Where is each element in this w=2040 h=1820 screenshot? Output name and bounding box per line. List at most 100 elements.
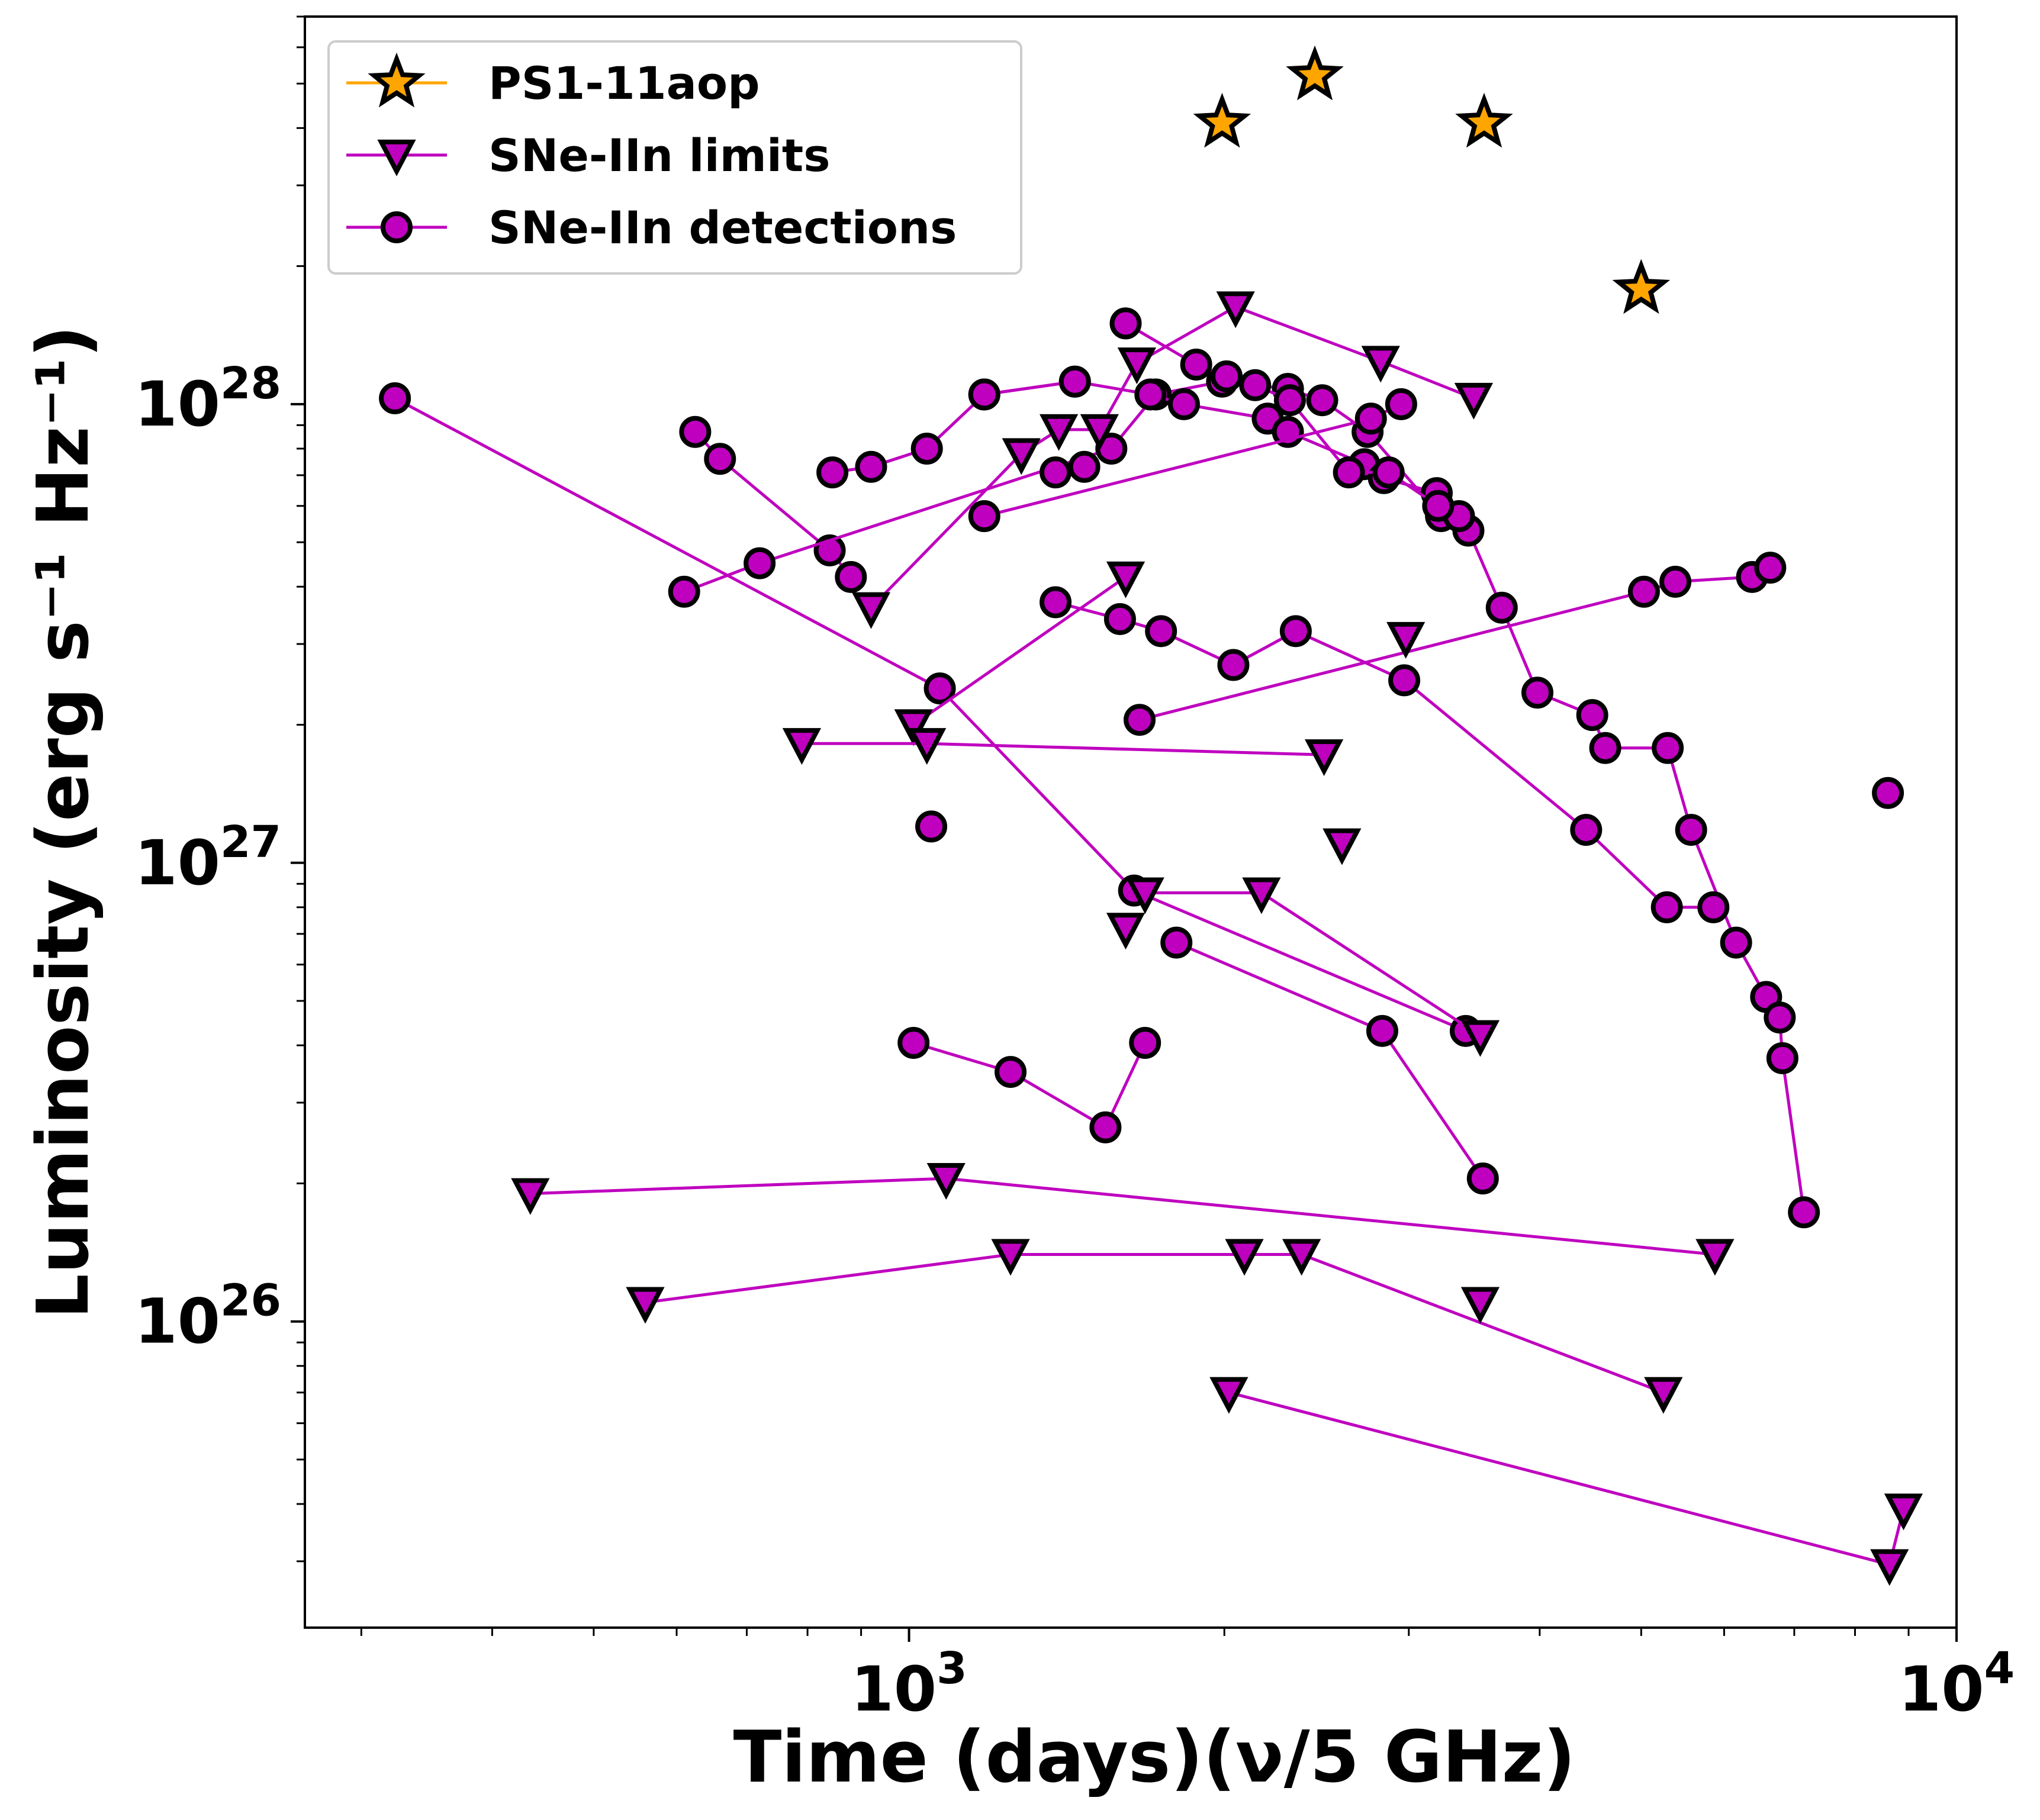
limit-marker <box>1125 877 1164 914</box>
detection-marker <box>1058 365 1091 398</box>
limit-marker <box>1106 913 1146 950</box>
detection-marker <box>744 547 776 579</box>
y-tick-base: 10 <box>134 827 220 899</box>
detection-marker <box>679 415 712 448</box>
detection-marker <box>1764 1001 1796 1034</box>
detection-marker <box>1129 1026 1161 1059</box>
limit-marker <box>1117 347 1156 385</box>
detection-marker <box>1211 360 1243 392</box>
detection-marker <box>910 432 943 465</box>
y-tick-exp: 28 <box>220 358 281 409</box>
detection-marker <box>1627 575 1660 608</box>
detection-marker <box>1167 388 1200 420</box>
y-tick-label: 1028 <box>134 358 281 440</box>
series-23 <box>1386 621 1426 659</box>
y-tick-exp: 26 <box>220 1275 281 1326</box>
detection-marker <box>995 1056 1027 1088</box>
detection-marker <box>1366 1014 1398 1047</box>
detection-marker <box>1766 1042 1798 1074</box>
detection-marker <box>379 382 411 414</box>
detection-marker <box>1675 814 1707 846</box>
y-tick-label: 1026 <box>134 1275 281 1358</box>
legend-label: SNe-IIn limits <box>488 129 830 182</box>
series-line-16 <box>913 1041 1147 1130</box>
series-13 <box>782 728 1344 777</box>
axes-frame <box>304 15 1958 1629</box>
detection-marker <box>1589 732 1621 764</box>
plot-area <box>379 45 1923 1586</box>
detection-marker <box>1068 450 1101 483</box>
detection-marker <box>1333 456 1365 489</box>
star-marker <box>1286 45 1344 101</box>
series-12 <box>1124 552 1787 736</box>
detection-marker <box>816 456 849 489</box>
detection-marker <box>1040 586 1072 619</box>
series-2 <box>679 415 867 593</box>
limit-marker <box>1242 877 1281 914</box>
limit-marker <box>1695 1239 1735 1276</box>
limit-marker <box>626 1287 665 1324</box>
detection-marker <box>1217 649 1250 681</box>
detection-marker <box>1466 1162 1499 1195</box>
detection-marker <box>1109 307 1142 340</box>
detection-marker <box>1754 552 1787 584</box>
series-21 <box>1872 777 1904 809</box>
detection-marker <box>835 561 867 593</box>
series-3 <box>668 365 1820 1229</box>
detection-marker <box>1788 1196 1820 1229</box>
series-20 <box>915 810 948 843</box>
series-line-17 <box>530 1177 1716 1256</box>
x-tick-label: 103 <box>851 1643 967 1725</box>
detection-marker <box>1095 432 1128 465</box>
series-line-10 <box>912 575 1127 726</box>
x-tick-label: 104 <box>1899 1643 2015 1725</box>
star-marker <box>1455 92 1513 148</box>
legend-item-1: SNe-IIn limits <box>346 129 830 182</box>
limit-marker <box>1225 1239 1264 1276</box>
series-line-18 <box>645 1253 1664 1394</box>
limit-marker <box>1002 438 1041 475</box>
limit-marker <box>1870 1549 1909 1586</box>
series-22 <box>1323 828 1362 865</box>
detection-marker <box>1422 489 1455 522</box>
legend-item-2: SNe-IIn detections <box>346 201 957 254</box>
limit-marker <box>851 592 891 629</box>
x-tick-exp: 4 <box>1984 1643 2015 1694</box>
detection-marker <box>1103 603 1136 635</box>
series-5 <box>816 365 1091 489</box>
detection-marker <box>1388 664 1421 697</box>
detection-marker <box>1273 384 1306 417</box>
limit-marker <box>1304 739 1344 777</box>
series-15 <box>1160 926 1499 1195</box>
detection-marker <box>1354 402 1387 435</box>
limit-marker <box>1106 561 1146 598</box>
detection-marker <box>1372 456 1405 489</box>
series-1 <box>379 382 1482 1047</box>
limit-marker <box>1080 414 1119 451</box>
detection-marker <box>1570 814 1603 846</box>
series-line-3 <box>683 380 1806 1213</box>
series-10 <box>894 561 1146 746</box>
detection-marker <box>1659 565 1692 598</box>
detection-marker <box>704 443 736 475</box>
detection-marker <box>1306 384 1338 417</box>
series-line-15 <box>1176 941 1484 1180</box>
series-14 <box>1125 877 1500 1057</box>
limit-marker <box>1460 1020 1500 1057</box>
axis-titles: Time (days)(ν/5 GHz) Luminosity (erg s⁻¹ … <box>22 325 1576 1799</box>
series-line-1 <box>394 397 1466 1033</box>
detection-marker <box>1650 891 1683 923</box>
detection-marker <box>1279 615 1312 648</box>
detection-marker <box>1385 388 1417 420</box>
limit-marker <box>1644 1377 1683 1414</box>
detection-marker <box>668 575 700 608</box>
detection-marker <box>1089 1111 1122 1143</box>
legend-item-0: PS1-11aop <box>346 52 760 109</box>
series-17 <box>511 1163 1735 1276</box>
legend-box <box>327 40 1022 275</box>
limit-marker <box>1209 1377 1249 1414</box>
legend-triangle-icon <box>377 139 416 176</box>
